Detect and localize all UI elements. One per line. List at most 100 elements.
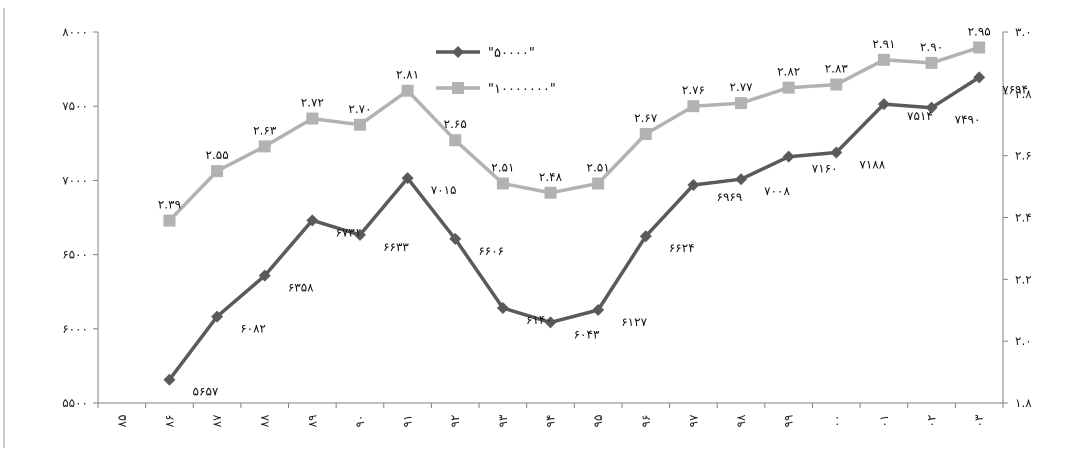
series-2-data-label: ۲.۸۳	[825, 62, 849, 76]
series-2-data-label: ۲.۷۶	[682, 83, 705, 97]
series-2-point	[735, 97, 748, 110]
x-tick-label: ۹۵	[591, 415, 605, 428]
y-left-tick-label: ۷۰۰۰	[62, 173, 88, 187]
series-2-data-label: ۲.۷۲	[301, 96, 324, 110]
y-right-tick-label: ۲.۸	[1015, 87, 1032, 101]
series-2-point	[306, 112, 319, 125]
series-1-point	[544, 316, 557, 329]
y-right-tick-label: ۲.۰	[1015, 334, 1032, 348]
y-left-tick-label: ۶۵۰۰	[62, 248, 88, 262]
series-1-data-label: ۷۰۰۸	[764, 184, 790, 198]
x-tick-label: ۰۱	[877, 415, 891, 428]
series-layer	[163, 41, 986, 386]
series-line-1	[168, 75, 981, 381]
series-1-point	[735, 173, 748, 186]
series-2-data-label: ۲.۳۹	[158, 198, 181, 212]
series-2-point	[496, 177, 509, 190]
x-tick-label: ۹۶	[639, 415, 653, 428]
series-1-point	[877, 98, 890, 111]
x-tick-label: ۹۸	[734, 414, 748, 427]
series-1-point	[830, 146, 843, 159]
y-left-tick-label: ۷۵۰۰	[62, 99, 88, 113]
series-2-point	[687, 100, 700, 113]
x-tick-label: ۹۱	[401, 415, 415, 428]
series-2-point	[211, 165, 224, 178]
series-1-point	[449, 232, 462, 245]
x-tick-label: ۹۳	[496, 414, 510, 427]
series-1-point	[496, 302, 509, 315]
series-2-point	[258, 140, 271, 153]
y-right-tick-label: ۲.۲	[1015, 272, 1032, 286]
series-2-data-label: ۲.۴۸	[539, 170, 563, 184]
series-1-point	[687, 179, 700, 192]
y-right-tick-label: ۱.۸	[1015, 396, 1032, 410]
series-1-point	[163, 373, 176, 386]
series-1-point	[639, 230, 652, 243]
x-tick-label: ۹۹	[782, 415, 796, 428]
series-2-point	[449, 134, 462, 147]
series-2-data-label: ۲.۹۱	[872, 37, 895, 51]
series-1-data-label: ۶۰۸۲	[240, 322, 266, 336]
series-2-point	[639, 128, 652, 141]
series-2-data-label: ۲.۸۲	[777, 65, 800, 79]
series-1-point	[592, 303, 605, 316]
series-1-data-label: ۷۴۹۰	[955, 113, 981, 127]
series-1-point	[401, 172, 414, 185]
x-tick-label: ۸۸	[258, 414, 272, 427]
series-2-point	[544, 186, 557, 199]
series-2-point	[877, 53, 890, 66]
series-2-data-label: ۲.۵۱	[587, 160, 610, 174]
y-left-tick-label: ۵۵۰۰	[62, 396, 88, 410]
series-1-data-label: ۶۰۴۳	[574, 327, 600, 341]
series-2-point	[925, 56, 938, 69]
series-2-data-label: ۲.۷۷	[729, 80, 753, 94]
series-2-data-label: ۲.۵۵	[206, 148, 229, 162]
series-1-point	[353, 228, 366, 241]
series-2-point	[592, 177, 605, 190]
series-1-data-label: ۷۵۱۴	[907, 109, 933, 123]
x-tick-label: ۹۷	[686, 414, 700, 427]
series-2-data-label: ۲.۶۵	[444, 117, 467, 131]
series-1-data-label: ۷۰۱۵	[431, 183, 457, 197]
series-1-point	[258, 269, 271, 282]
y-right-tick-label: ۲.۴	[1015, 211, 1032, 225]
legend-marker-1	[452, 46, 464, 58]
x-tick-label: ۹۲	[448, 415, 462, 428]
series-2-point	[830, 78, 843, 91]
x-tick-label: ۸۵	[115, 415, 129, 428]
series-2-point	[973, 41, 986, 54]
x-tick-label: ۸۷	[210, 414, 224, 427]
y-right-tick-label: ۲.۶	[1015, 149, 1032, 163]
y-left-tick-label: ۸۰۰۰	[62, 25, 88, 39]
legend-label-2: "۱۰۰۰۰۰۰۰"	[488, 82, 556, 97]
series-1-data-label: ۶۶۲۴	[669, 241, 695, 255]
series-1-data-label: ۶۶۳۳	[383, 240, 409, 254]
series-2-data-label: ۲.۸۱	[396, 68, 419, 82]
series-2-data-label: ۲.۹۰	[920, 40, 943, 54]
series-2-point	[353, 118, 366, 131]
axes: ۵۵۰۰ ۶۰۰۰ ۶۵۰۰ ۷۰۰۰ ۷۵۰۰ ۸۰۰۰ ۱.۸ ۲.۰ ۲.۲ ۲.۴ ۲.۶ ۲…	[62, 25, 1032, 427]
series-2-data-label: ۲.۹۵	[968, 24, 991, 38]
series-2-data-label: ۲.۶۳	[253, 123, 277, 137]
series-1-data-label: ۶۱۲۷	[621, 315, 647, 329]
series-2-data-label: ۲.۵۱	[491, 160, 514, 174]
x-tick-label: ۰۲	[925, 415, 939, 428]
series-1-data-label: ۷۶۹۴	[1002, 82, 1028, 96]
series-1-data-label: ۷۱۶۰	[812, 162, 838, 176]
series-2-point	[782, 81, 795, 94]
series-line-2	[168, 45, 980, 222]
legend-label-1: "۵۰۰۰۰"	[488, 46, 535, 61]
x-tick-label: ۹۴	[544, 415, 558, 428]
series-1-point	[782, 150, 795, 163]
y-left-tick-label: ۶۰۰۰	[62, 322, 88, 336]
x-tick-label: ۸۶	[162, 415, 176, 428]
legend-marker-2	[452, 82, 464, 94]
series-1-data-label: ۶۶۰۶	[478, 244, 504, 258]
series-1-data-label: ۷۱۸۸	[859, 158, 885, 172]
series-2-point	[163, 214, 176, 227]
series-1-data-label: ۶۷۳۱	[335, 225, 361, 239]
x-tick-label: ۰۳	[972, 414, 986, 427]
series-1-data-label: ۶۱۴۰	[526, 313, 552, 327]
x-tick-label: ۰۰	[829, 415, 843, 428]
